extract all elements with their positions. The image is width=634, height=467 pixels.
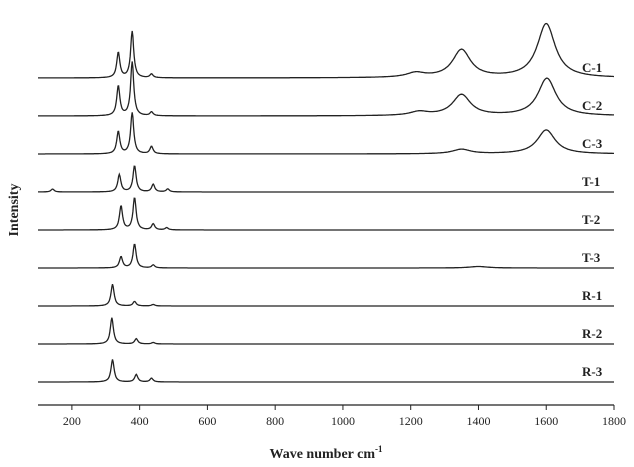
series-line-r-2 — [38, 317, 614, 345]
series-line-t-3 — [38, 243, 614, 269]
series-line-t-2 — [38, 197, 614, 231]
series-line-c-3 — [38, 112, 614, 155]
x-tick-label: 800 — [266, 414, 284, 428]
y-axis-title: Intensity — [7, 184, 22, 237]
series-label-t-2: T-2 — [582, 212, 600, 227]
x-axis-title-text: Wave number cm — [269, 447, 375, 462]
x-tick-label: 1400 — [466, 414, 490, 428]
x-axis-title-superscript: -1 — [375, 444, 383, 454]
series-layer: C-1 C-2 C-3 T-1 T-2 T-3 R-1 R-2 R-3 — [38, 22, 614, 383]
series-line-r-3 — [38, 359, 614, 383]
series-label-c-1: C-1 — [582, 60, 602, 75]
series-label-r-2: R-2 — [582, 326, 602, 341]
series-line-t-1 — [38, 165, 614, 193]
x-tick-label: 1600 — [534, 414, 558, 428]
series-label-r-1: R-1 — [582, 288, 602, 303]
x-tick-label: 200 — [63, 414, 81, 428]
x-axis-title: Wave number cm-1 — [269, 444, 383, 462]
series-line-r-1 — [38, 284, 614, 307]
series-label-c-2: C-2 — [582, 98, 602, 113]
x-tick-label: 1000 — [331, 414, 355, 428]
series-label-r-3: R-3 — [582, 364, 603, 379]
series-label-t-1: T-1 — [582, 174, 600, 189]
x-tick-label: 600 — [198, 414, 216, 428]
x-tick-label: 400 — [131, 414, 149, 428]
x-tick-label: 1800 — [602, 414, 626, 428]
series-line-c-2 — [38, 61, 614, 117]
series-label-t-3: T-3 — [582, 250, 601, 265]
series-label-c-3: C-3 — [582, 136, 603, 151]
x-tick-label: 1200 — [399, 414, 423, 428]
series-line-c-1 — [38, 22, 614, 79]
x-tick-layer: 200 400 600 800 1000 1200 1400 1600 1800 — [63, 405, 626, 428]
